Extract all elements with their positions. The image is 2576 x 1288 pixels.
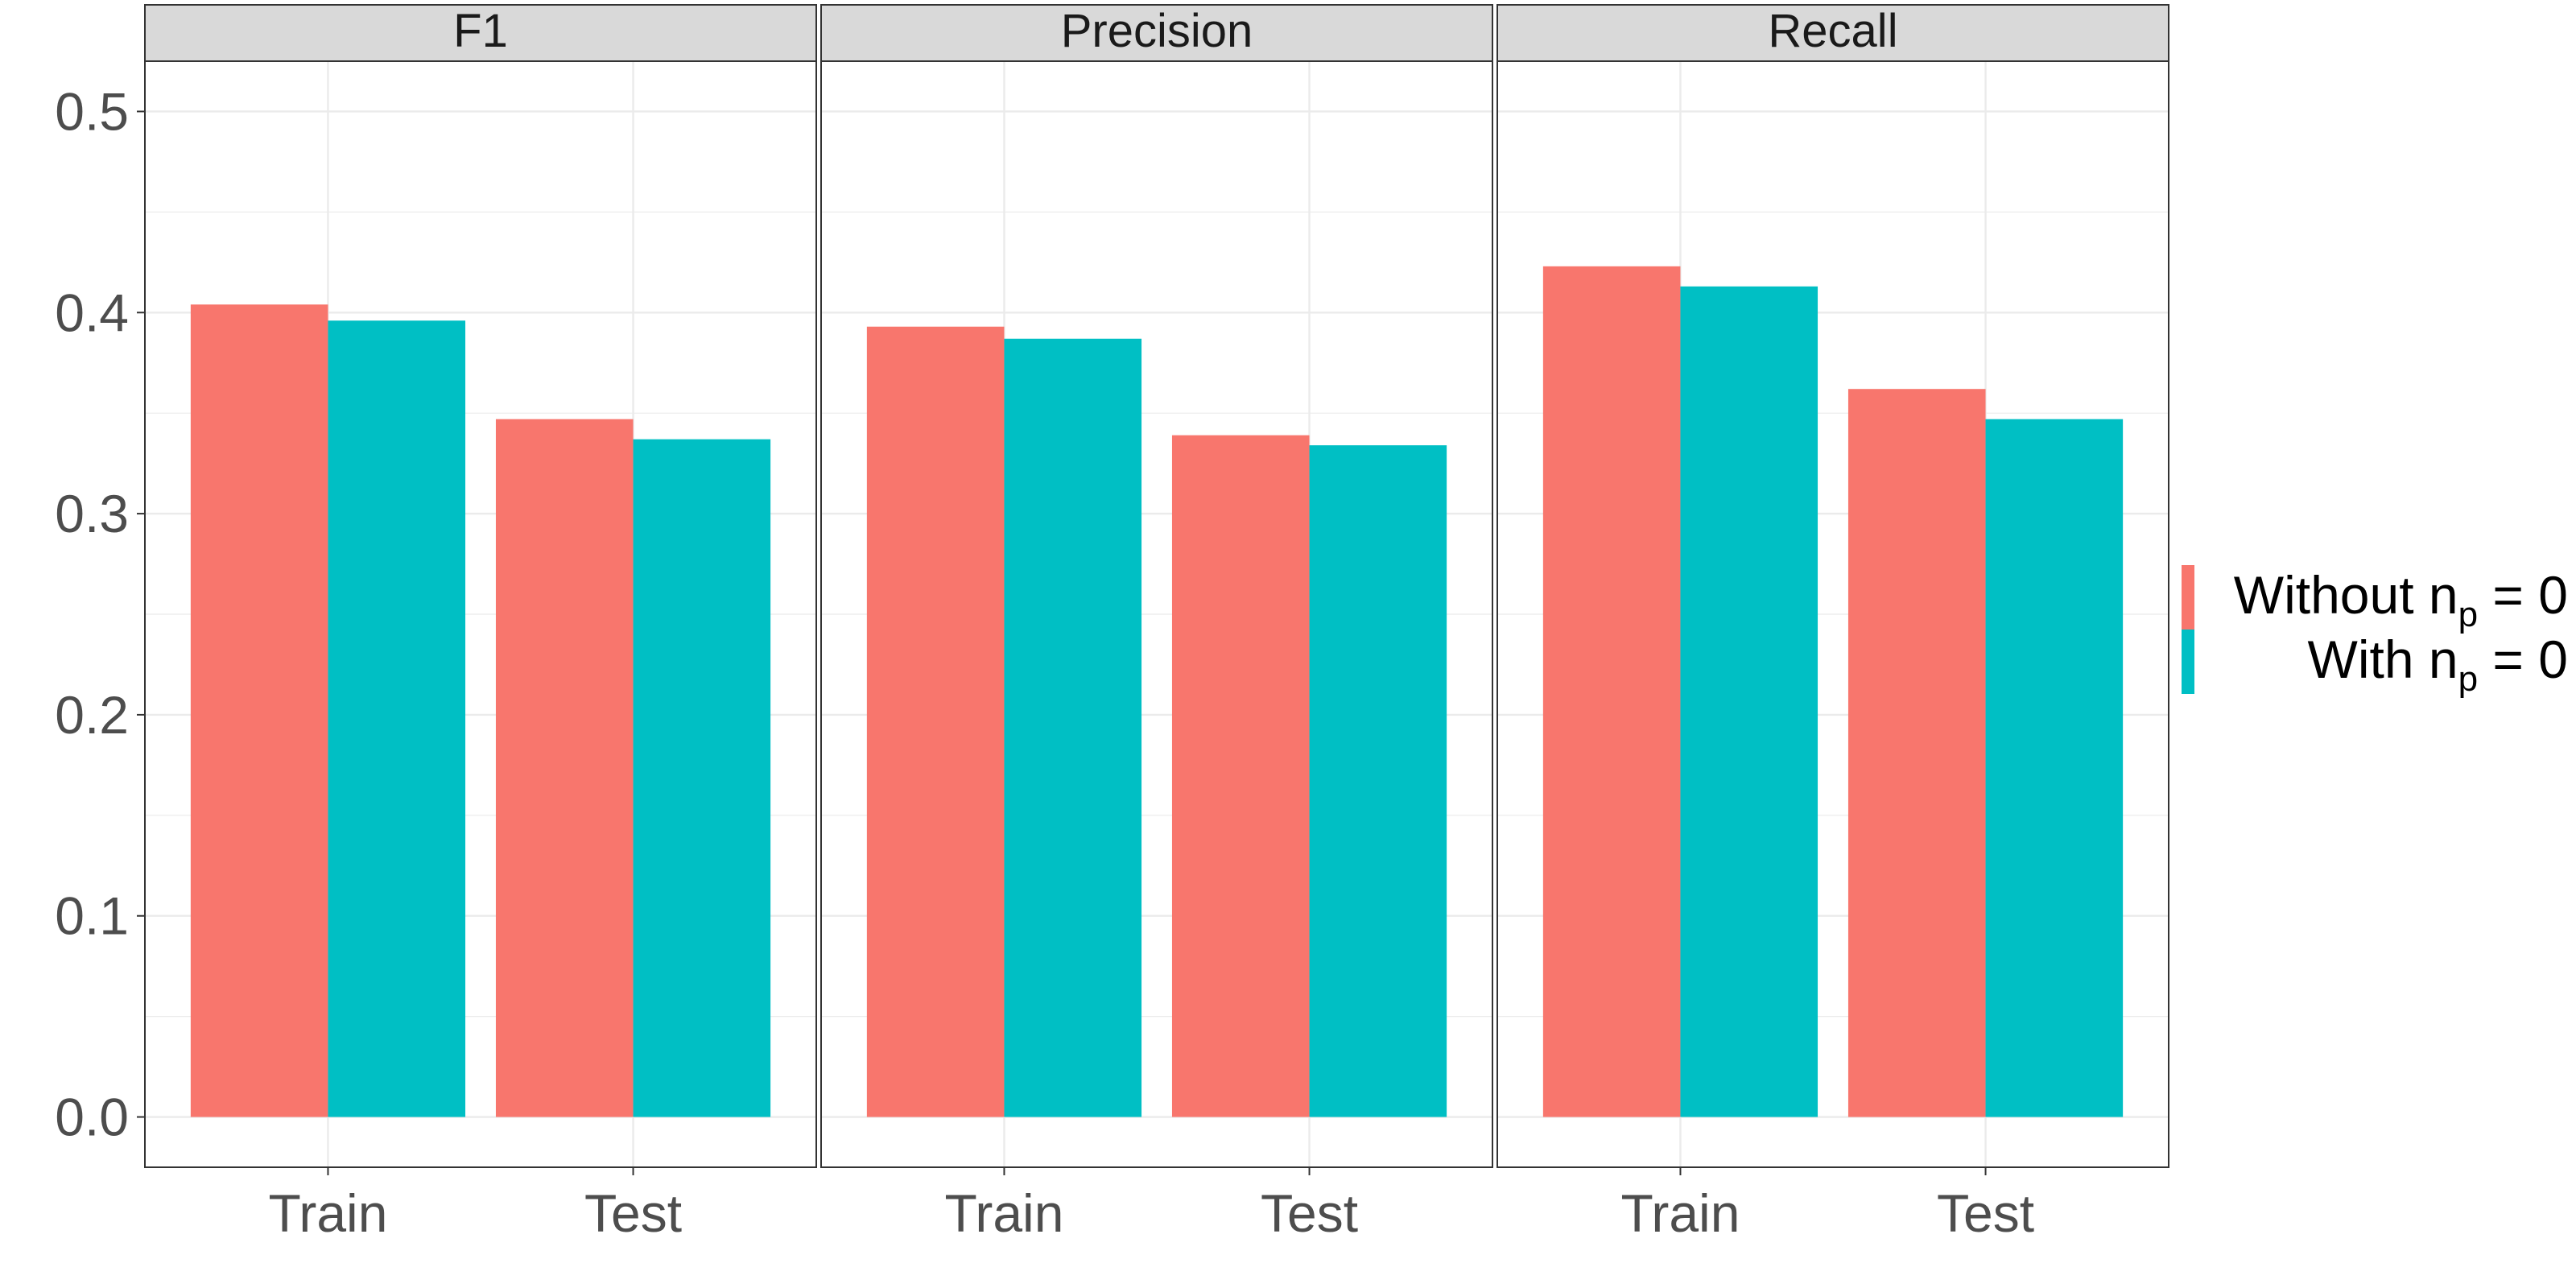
bar-test-series-2 bbox=[1309, 445, 1447, 1117]
facet-title: Precision bbox=[1061, 5, 1253, 57]
facet-strip bbox=[1496, 4, 2169, 62]
legend-label-series-2: With np = 0 bbox=[2308, 630, 2568, 699]
x-tick-label: Test bbox=[1937, 1183, 2034, 1243]
y-tick-label: 0.5 bbox=[55, 81, 129, 141]
x-tick-label: Test bbox=[1261, 1183, 1358, 1243]
y-tick-label: 0.4 bbox=[55, 283, 129, 342]
x-tick-label: Test bbox=[584, 1183, 682, 1243]
chart-panels: F1 Train Test Precision Train Test Recall Train… bbox=[144, 4, 2169, 1243]
panel-border bbox=[1496, 60, 2169, 1168]
panel-border bbox=[820, 60, 1493, 1168]
panel-border bbox=[144, 60, 817, 1168]
bar-test-series-2 bbox=[633, 439, 771, 1117]
y-tick-label: 0.3 bbox=[55, 484, 129, 543]
y-tick-label: 0.1 bbox=[55, 886, 129, 946]
facet-strip bbox=[820, 4, 1493, 62]
panel-f1: F1 Train Test bbox=[144, 4, 817, 1243]
bar-train-series-1 bbox=[190, 304, 328, 1117]
x-tick-label: Train bbox=[1620, 1183, 1740, 1243]
bar-test-series-1 bbox=[495, 419, 634, 1117]
bar-test-series-1 bbox=[1847, 389, 1986, 1117]
bar-train-series-2 bbox=[1680, 286, 1818, 1117]
y-tick-label: 0.2 bbox=[55, 685, 129, 745]
facet-title: Recall bbox=[1768, 5, 1897, 57]
y-axis: 0.0 0.1 0.2 0.3 0.4 0.5 bbox=[55, 81, 145, 1147]
bar-train-series-1 bbox=[1542, 266, 1681, 1117]
x-tick-label: Train bbox=[268, 1183, 387, 1243]
panel-recall: Recall Train Test bbox=[1496, 4, 2169, 1243]
bar-train-series-1 bbox=[866, 326, 1005, 1117]
bar-test-series-1 bbox=[1171, 435, 1310, 1117]
legend-label-series-1: Without np = 0 bbox=[2234, 565, 2568, 634]
x-tick-label: Train bbox=[944, 1183, 1063, 1243]
facet-strip bbox=[144, 4, 817, 62]
legend-key-series-1 bbox=[2182, 565, 2194, 630]
bar-test-series-2 bbox=[1985, 419, 2124, 1117]
bar-train-series-2 bbox=[1004, 338, 1142, 1117]
legend-key-series-2 bbox=[2182, 630, 2194, 694]
panel-precision: Precision Train Test bbox=[820, 4, 1493, 1243]
y-tick-label: 0.0 bbox=[55, 1088, 129, 1147]
facet-title: F1 bbox=[453, 5, 508, 57]
bar-train-series-2 bbox=[328, 320, 466, 1117]
